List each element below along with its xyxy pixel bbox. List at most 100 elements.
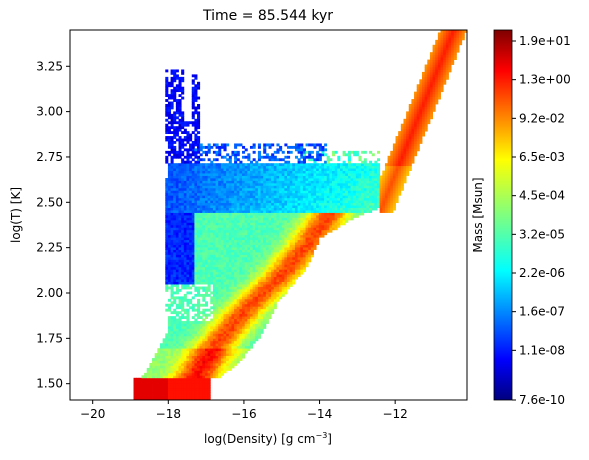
- heatmap-cell: [287, 195, 291, 199]
- heatmap-cell: [332, 200, 336, 204]
- heatmap-cell: [308, 219, 312, 223]
- heatmap-cell: [231, 316, 235, 319]
- heatmap-cell: [181, 355, 185, 359]
- heatmap-cell: [165, 335, 169, 339]
- heatmap-cell: [173, 264, 177, 268]
- heatmap-cell: [212, 355, 216, 359]
- heatmap-cell: [292, 239, 296, 243]
- heatmap-cell: [204, 170, 209, 174]
- heatmap-cell: [239, 219, 243, 223]
- heatmap-cell: [223, 192, 227, 196]
- heatmap-cell: [228, 215, 232, 218]
- heatmap-cell: [207, 395, 211, 398]
- heatmap-cell: [247, 321, 251, 324]
- heatmap-cell: [141, 375, 145, 379]
- heatmap-cell: [202, 340, 206, 344]
- heatmap-cell: [263, 207, 267, 211]
- heatmap-cell: [255, 205, 259, 208]
- heatmap-cell: [159, 377, 164, 381]
- heatmap-cell: [334, 205, 338, 208]
- heatmap-cell: [255, 242, 259, 245]
- heatmap-cell: [257, 168, 261, 171]
- heatmap-cell: [173, 269, 177, 273]
- heatmap-cell: [170, 385, 174, 389]
- heatmap-cell: [173, 365, 177, 369]
- heatmap-cell: [223, 293, 227, 297]
- heatmap-cell: [234, 200, 238, 204]
- heatmap-cell: [189, 328, 193, 332]
- heatmap-cell: [199, 343, 203, 347]
- heatmap-cell: [236, 182, 240, 186]
- heatmap-cell: [204, 247, 209, 250]
- heatmap-cell: [305, 242, 309, 245]
- heatmap-cell: [332, 178, 336, 181]
- heatmap-cell: [183, 215, 187, 218]
- heatmap-cell: [212, 276, 216, 280]
- heatmap-cell: [204, 163, 209, 167]
- heatmap-cell: [202, 353, 206, 356]
- heatmap-cell: [167, 197, 171, 201]
- heatmap-cell: [218, 367, 222, 371]
- heatmap-cell: [332, 224, 336, 228]
- heatmap-cell: [257, 145, 261, 149]
- heatmap-cell: [244, 222, 248, 226]
- heatmap-cell: [294, 143, 299, 147]
- heatmap-cell: [284, 291, 288, 295]
- heatmap-cell: [310, 247, 314, 250]
- heatmap-cell: [239, 330, 243, 334]
- heatmap-cell: [173, 330, 177, 334]
- heatmap-cell: [183, 370, 187, 374]
- heatmap-cell: [183, 205, 187, 208]
- heatmap-cell: [191, 281, 195, 285]
- heatmap-cell: [242, 210, 246, 213]
- heatmap-cell: [247, 343, 251, 347]
- heatmap-cell: [194, 175, 198, 179]
- heatmap-cell: [183, 128, 187, 132]
- heatmap-cell: [199, 395, 203, 398]
- heatmap-cell: [170, 224, 174, 228]
- heatmap-cell: [220, 271, 224, 275]
- heatmap-cell: [316, 190, 320, 194]
- heatmap-cell: [207, 259, 211, 263]
- heatmap-cell: [228, 350, 232, 354]
- heatmap-cell: [162, 338, 166, 342]
- heatmap-cell: [165, 264, 169, 268]
- heatmap-cell: [260, 197, 264, 201]
- heatmap-cell: [202, 271, 206, 275]
- heatmap-cell: [302, 247, 306, 250]
- heatmap-cell: [242, 202, 246, 206]
- heatmap-cell: [228, 224, 232, 228]
- heatmap-cell: [329, 217, 333, 221]
- heatmap-cell: [173, 291, 177, 295]
- heatmap-cell: [149, 380, 153, 384]
- heatmap-cell: [220, 155, 224, 159]
- heatmap-cell: [202, 217, 206, 221]
- heatmap-cell: [144, 372, 148, 376]
- heatmap-cell: [167, 353, 171, 356]
- heatmap-cell: [165, 333, 169, 337]
- heatmap-cell: [252, 286, 256, 290]
- heatmap-cell: [218, 355, 222, 359]
- heatmap-cell: [183, 254, 187, 258]
- heatmap-cell: [324, 205, 328, 208]
- heatmap-cell: [181, 358, 185, 361]
- heatmap-cell: [276, 165, 280, 169]
- heatmap-cell: [334, 224, 338, 228]
- heatmap-cell: [199, 256, 203, 260]
- heatmap-cell: [300, 244, 304, 248]
- heatmap-cell: [228, 318, 232, 322]
- heatmap-cell: [265, 264, 269, 268]
- heatmap-cell: [191, 385, 195, 389]
- heatmap-cell: [271, 264, 275, 268]
- heatmap-cell: [249, 227, 254, 231]
- heatmap-cell: [199, 279, 203, 282]
- heatmap-cell: [170, 155, 174, 159]
- heatmap-cell: [173, 212, 177, 216]
- heatmap-cell: [226, 153, 230, 157]
- heatmap-cell: [247, 229, 251, 233]
- heatmap-cell: [260, 205, 264, 208]
- heatmap-cell: [255, 269, 259, 273]
- heatmap-cell: [252, 168, 256, 171]
- heatmap-cell: [226, 326, 230, 329]
- heatmap-cell: [167, 363, 171, 366]
